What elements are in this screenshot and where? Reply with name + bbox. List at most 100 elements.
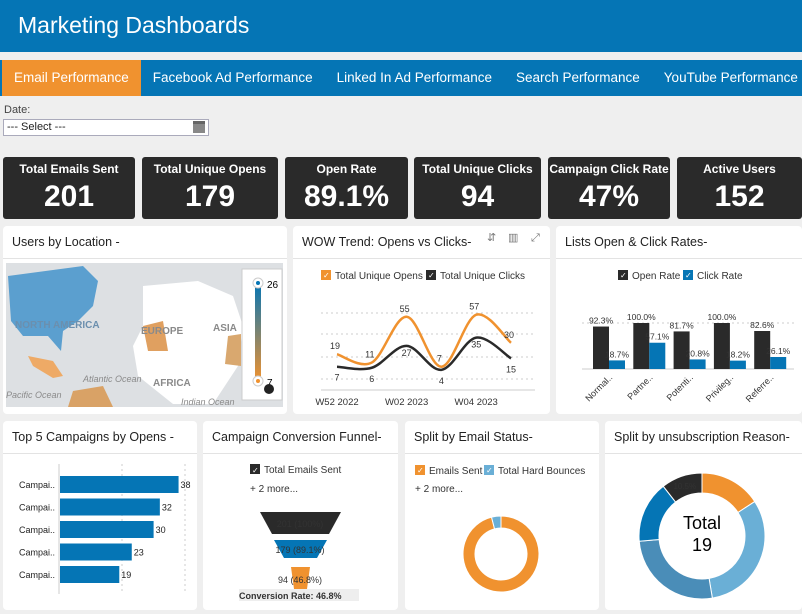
check-icon: ✓ — [417, 466, 424, 475]
bar — [729, 360, 746, 369]
legend-gradient — [255, 283, 261, 381]
data-label: 30 — [156, 525, 166, 535]
legend-emails-sent: Emails Sent — [429, 466, 483, 477]
kpi-total-emails-sent: Total Emails Sent 201 — [3, 157, 135, 219]
data-label: 19 — [121, 570, 131, 580]
panel-title: WOW Trend: Opens vs Clicks- — [293, 226, 550, 259]
expand-icon[interactable]: ⤢ — [531, 232, 540, 244]
legend-clicks: Total Unique Clicks — [440, 271, 525, 282]
kpi-title: Total Unique Clicks — [422, 162, 533, 176]
data-label: 19 — [330, 341, 340, 351]
x-tick-label: Normal.. — [583, 372, 614, 403]
bar — [770, 356, 787, 369]
y-tick-label: Campai.. — [19, 480, 55, 490]
kpi-title: Open Rate — [316, 162, 377, 176]
y-tick-label: Campai.. — [19, 503, 55, 513]
series-line-1 — [336, 336, 512, 372]
y-tick-label: Campai.. — [19, 548, 55, 558]
x-tick-label: Referre.. — [744, 372, 776, 404]
data-label: 57.1% — [645, 332, 670, 342]
x-tick-label: W04 2023 — [455, 397, 498, 408]
x-tick-label: Potenti.. — [665, 372, 695, 402]
map-label-europe: EUROPE — [141, 326, 184, 337]
region-south-america — [68, 386, 113, 407]
bar — [689, 359, 706, 369]
svg-text:✓: ✓ — [252, 466, 259, 475]
region-north-america — [8, 266, 98, 351]
donut-chart: + 2 more... ✓ Emails Sent ✓ Total Hard Boun… — [415, 465, 585, 593]
data-label: 18.7% — [605, 349, 630, 359]
kpi-value: 152 — [714, 180, 765, 213]
y-tick-label: Campai.. — [19, 525, 55, 535]
tab-facebook-ad-performance[interactable]: Facebook Ad Performance — [152, 70, 313, 85]
funnel-stage — [274, 540, 327, 558]
slice-label: 10.5% — [673, 482, 696, 491]
data-label: 81.7% — [670, 320, 695, 330]
tab-search-performance[interactable]: Search Performance — [515, 70, 640, 85]
funnel-chart: ✓ Total Emails Sent + 2 more... Conversi… — [239, 464, 359, 601]
date-select-value: --- Select --- — [7, 121, 66, 133]
kpi-value: 94 — [460, 180, 495, 213]
data-label: 6 — [369, 374, 374, 384]
map-label-asia: ASIA — [213, 323, 237, 334]
legend-opens: Total Unique Opens — [335, 271, 423, 282]
region-mexico — [28, 356, 63, 378]
sort-icon[interactable]: ⇵ — [487, 232, 496, 244]
donut-slice — [490, 515, 502, 530]
panel-title: Campaign Conversion Funnel- — [203, 421, 398, 454]
donut-slice — [662, 472, 703, 503]
legend-swatch — [321, 270, 331, 280]
data-label: 7 — [334, 373, 339, 383]
tab-linkedin-ad-performance[interactable]: Linked In Ad Performance — [336, 70, 492, 85]
data-label: 38 — [181, 480, 191, 490]
bar — [609, 360, 625, 369]
info-icon[interactable] — [264, 384, 274, 394]
legend-swatch — [683, 270, 693, 280]
bar — [673, 331, 690, 369]
data-label: 23 — [134, 548, 144, 558]
check-icon: ✓ — [685, 271, 692, 280]
data-label: 18.2% — [726, 350, 751, 360]
legend-min: 7 — [267, 378, 273, 389]
bar — [60, 543, 132, 561]
bar — [60, 521, 154, 538]
kpi-value: 89.1% — [303, 180, 390, 213]
tab-email-performance[interactable]: Email Performance — [2, 60, 141, 96]
tab-youtube-performance[interactable]: YouTube Performance — [663, 70, 798, 85]
kpi-value: 201 — [43, 180, 95, 213]
data-label: 15 — [506, 364, 516, 374]
data-label: 100.0% — [627, 312, 656, 322]
bar-chart: ✓ Open Rate ✓ Click Rate 92.3% 18.7% Normal.. 1… — [582, 270, 794, 404]
data-label: 30 — [504, 330, 514, 340]
legend-open-rate: Open Rate — [632, 271, 681, 282]
bar — [593, 326, 609, 369]
legend-click-rate: Click Rate — [697, 271, 743, 282]
panel-title: Split by unsubscription Reason- — [605, 421, 802, 454]
funnel-stage — [260, 512, 341, 534]
data-label: 7 — [437, 354, 442, 364]
date-select[interactable]: --- Select --- — [3, 119, 209, 136]
funnel-label: 179 (89.1%) — [275, 545, 324, 555]
legend-total-emails-sent[interactable]: Total Emails Sent — [264, 465, 341, 476]
panel-users-by-location: Users by Location - NORTH AMERICA EUROPE… — [3, 226, 287, 414]
world-map[interactable]: NORTH AMERICA EUROPE AFRICA ASIA Atlanti… — [3, 226, 287, 414]
legend-check-icon[interactable] — [250, 464, 260, 474]
panel-email-status: Split by Email Status- + 2 more... ✓ Emai… — [405, 421, 599, 610]
kpi-value: 179 — [184, 180, 236, 213]
bar — [713, 323, 730, 369]
legend-more[interactable]: + 2 more... — [415, 484, 463, 495]
app-title: Marketing Dashboards — [18, 12, 250, 38]
calendar-icon[interactable] — [193, 121, 205, 133]
x-tick-label: W52 2022 — [315, 397, 358, 408]
line-chart: ⇵ ▥ ⤢ ✓ Total Unique Opens ✓ Total Unique C… — [315, 232, 540, 408]
legend-swatch — [484, 465, 494, 475]
legend-swatch — [415, 465, 425, 475]
legend-max: 26 — [267, 280, 279, 291]
donut-slice — [462, 515, 540, 593]
legend-more[interactable]: + 2 more... — [250, 484, 298, 495]
chart-type-icon[interactable]: ▥ — [508, 232, 518, 244]
bar — [633, 323, 650, 369]
legend-swatch — [618, 270, 628, 280]
kpi-total-unique-opens: Total Unique Opens 179 — [142, 157, 278, 219]
y-tick-label: Campai.. — [19, 570, 55, 580]
